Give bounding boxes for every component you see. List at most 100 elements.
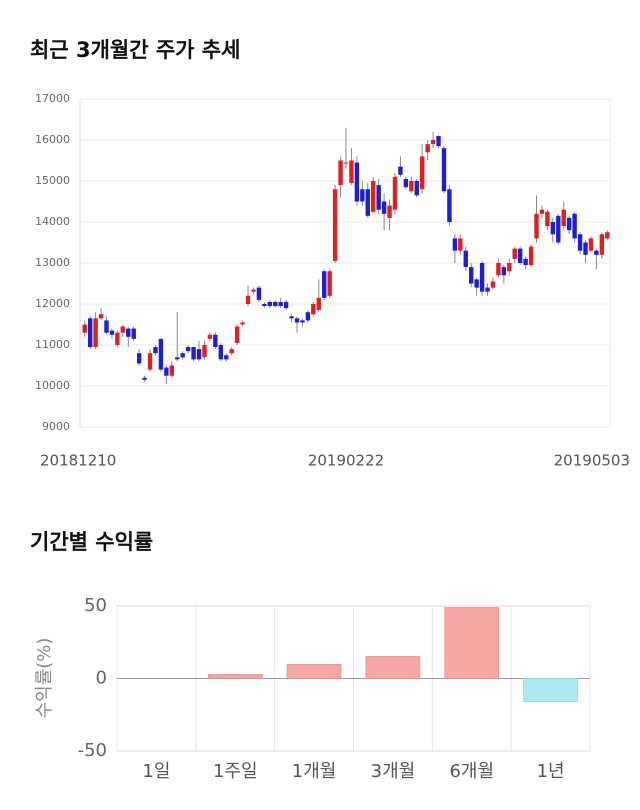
candle-body xyxy=(109,330,115,335)
bar xyxy=(444,607,500,679)
candle-body xyxy=(338,160,343,186)
candle-body xyxy=(539,209,545,214)
x-tick-label: 1일 xyxy=(142,761,170,782)
x-tick-label: 20190222 xyxy=(308,452,384,470)
candle-body xyxy=(556,215,561,243)
candle-body xyxy=(104,320,109,333)
candle-body xyxy=(550,222,556,235)
candle-body xyxy=(273,301,278,307)
candle-body xyxy=(207,334,213,339)
candle-body xyxy=(425,144,430,153)
candle-body xyxy=(594,250,599,255)
candle-body xyxy=(283,301,289,309)
candle-body xyxy=(479,263,485,292)
candle-body xyxy=(360,189,365,202)
candle-body xyxy=(267,301,272,307)
candle-body xyxy=(496,263,501,276)
chart-title: 최근 3개월간 주가 추세 xyxy=(30,38,240,62)
y-axis-label: 수익률(%) xyxy=(34,638,55,719)
y-tick-label: 0 xyxy=(96,668,107,689)
y-tick-label: 14000 xyxy=(35,215,70,228)
x-tick-label: 20181210 xyxy=(40,452,116,470)
y-tick-label: 50 xyxy=(84,595,107,616)
y-tick-label: 17000 xyxy=(35,92,70,105)
candle-body xyxy=(251,289,256,292)
x-tick-label: 6개월 xyxy=(449,761,494,782)
candle-body xyxy=(343,162,349,164)
candle-body xyxy=(566,217,572,231)
candle-body xyxy=(420,156,425,190)
candle-body xyxy=(381,201,387,214)
candle-body xyxy=(98,314,104,319)
candle-body xyxy=(191,347,196,360)
candle-body xyxy=(485,287,490,292)
candle-body xyxy=(82,324,87,333)
candle-body xyxy=(327,271,332,296)
y-tick-label: -50 xyxy=(78,740,107,761)
candle-body xyxy=(256,287,262,300)
candle-body xyxy=(583,242,588,255)
candle-body xyxy=(398,166,403,175)
candle-body xyxy=(240,322,245,325)
candle-body xyxy=(452,238,458,251)
candle-body xyxy=(229,349,234,354)
candle-body xyxy=(474,279,479,288)
candle-body xyxy=(545,211,550,227)
candle-body xyxy=(142,377,147,380)
candle-body xyxy=(202,345,207,358)
candle-body xyxy=(332,189,338,261)
candle-body xyxy=(447,189,452,222)
candle-body xyxy=(169,365,175,376)
candle-body xyxy=(153,347,158,354)
candle-body xyxy=(430,140,436,145)
candle-body xyxy=(294,318,300,323)
candle-body xyxy=(572,213,577,239)
candle-body xyxy=(245,295,251,304)
candle-body xyxy=(185,347,191,352)
candle-body xyxy=(120,326,126,333)
bar xyxy=(286,664,342,679)
candle-body xyxy=(322,271,327,298)
candle-body xyxy=(87,318,93,348)
y-tick-label: 11000 xyxy=(35,338,70,351)
x-tick-label: 1주일 xyxy=(213,761,258,782)
candle-body xyxy=(349,160,354,184)
candle-body xyxy=(136,353,142,364)
y-tick-label: 15000 xyxy=(35,174,70,187)
candle-body xyxy=(414,181,419,196)
candle-body xyxy=(436,135,441,147)
candle-body xyxy=(534,213,539,239)
candle-body xyxy=(561,209,566,227)
x-tick-label: 20190503 xyxy=(554,452,630,470)
candle-body xyxy=(234,326,240,343)
candle-body xyxy=(512,248,517,259)
candle-body xyxy=(305,312,311,321)
candle-body xyxy=(490,281,496,288)
candle-body xyxy=(213,334,218,348)
candle-body xyxy=(528,246,534,266)
candle-body xyxy=(517,248,523,263)
x-tick-label: 1년 xyxy=(537,761,565,782)
candle-body xyxy=(523,258,528,266)
candle-body xyxy=(311,304,316,315)
y-tick-label: 13000 xyxy=(35,256,70,269)
y-tick-label: 9000 xyxy=(42,420,70,433)
bar xyxy=(207,674,263,679)
candle-body xyxy=(175,357,180,360)
candle-body xyxy=(371,181,376,212)
x-tick-label: 3개월 xyxy=(371,761,416,782)
candle-body xyxy=(278,301,283,307)
candle-body xyxy=(392,176,398,210)
candle-body xyxy=(126,328,131,337)
candle-body xyxy=(300,320,305,323)
candle-body xyxy=(588,238,594,251)
candle-body xyxy=(605,232,610,239)
bar xyxy=(365,656,421,679)
candle-body xyxy=(164,367,169,376)
candle-body xyxy=(180,353,185,358)
candle-body xyxy=(376,185,381,210)
candle-body xyxy=(441,148,447,192)
candle-body xyxy=(316,297,321,311)
